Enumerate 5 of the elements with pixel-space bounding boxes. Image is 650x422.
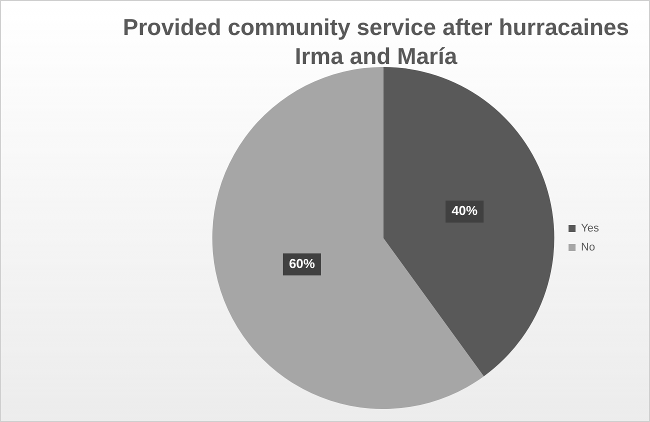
legend-label: Yes [581,222,600,235]
legend-label: No [581,242,596,254]
data-label: 60% [288,256,316,271]
data-label: 40% [452,203,478,218]
chart-title: Provided community service after hurracaines Irma and María [122,13,630,71]
